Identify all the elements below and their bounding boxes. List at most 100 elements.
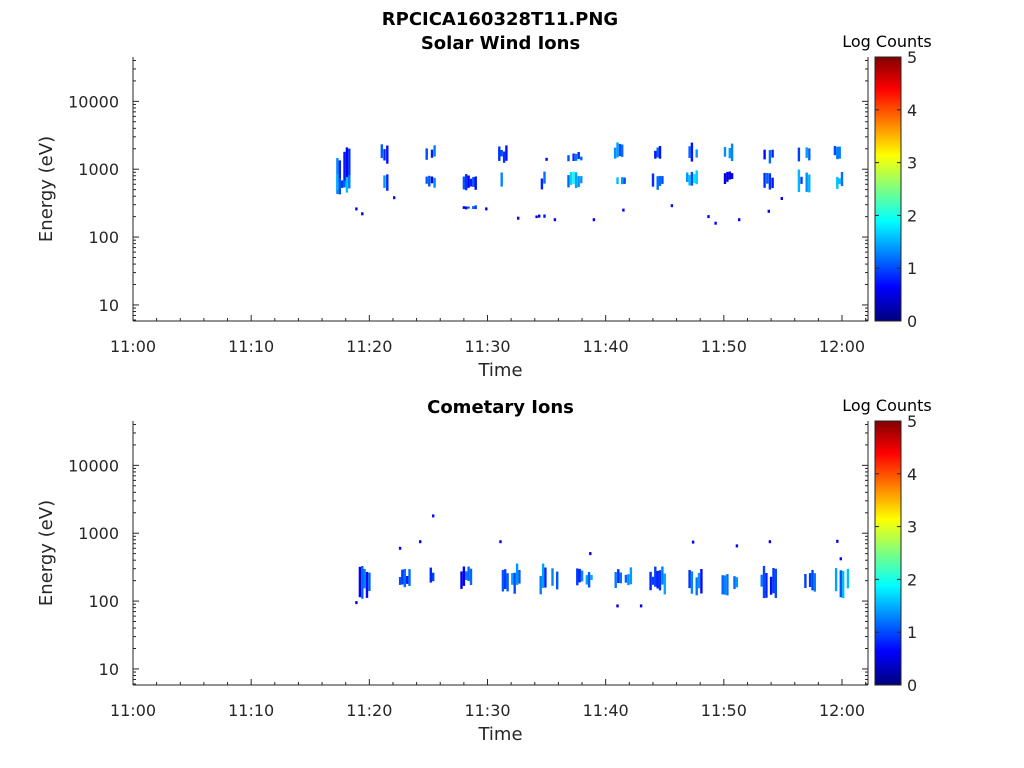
colorbar-tick-label: 2	[907, 570, 917, 589]
data-cell	[386, 174, 389, 191]
colorbar-step	[875, 492, 901, 496]
colorbar-step	[875, 219, 901, 223]
y-axis-label: Energy (eV)	[36, 500, 57, 606]
colorbar-step	[875, 531, 901, 535]
colorbar-step	[875, 256, 901, 260]
colorbar-step	[875, 184, 901, 188]
data-cell	[697, 572, 701, 589]
data-cell	[577, 176, 580, 188]
colorbar-step	[875, 281, 901, 285]
colorbar-step	[875, 207, 901, 211]
data-cell	[467, 566, 470, 581]
data-cell	[654, 566, 657, 587]
colorbar-step	[875, 558, 901, 562]
data-cell	[383, 175, 386, 188]
data-cell	[771, 149, 774, 158]
colorbar-step	[875, 476, 901, 480]
data-cell	[502, 151, 506, 163]
colorbar-step	[875, 544, 901, 548]
colorbar-step	[875, 114, 901, 118]
data-cell	[432, 572, 435, 582]
colorbar-step	[875, 190, 901, 194]
data-cell	[769, 576, 773, 595]
colorbar-step	[875, 106, 901, 109]
colorbar-step	[875, 200, 901, 204]
colorbar-step	[875, 271, 901, 274]
data-cell	[576, 568, 579, 586]
colorbar-step	[875, 453, 901, 457]
data-cell	[690, 171, 694, 186]
data-cell	[836, 146, 839, 160]
colorbar-step	[875, 104, 901, 107]
x-tick-label: 11:50	[701, 701, 747, 720]
data-cell	[556, 571, 559, 590]
colorbar-step	[875, 95, 901, 99]
data-cell	[839, 570, 842, 598]
colorbar-step	[875, 161, 901, 165]
data-cell	[469, 178, 473, 187]
data-cell	[780, 197, 783, 200]
colorbar-step	[875, 478, 901, 482]
colorbar-step	[875, 269, 901, 272]
data-cell	[433, 145, 436, 157]
colorbar-tick-label: 3	[907, 518, 917, 537]
colorbar-step	[875, 134, 901, 138]
colorbar-step	[875, 653, 901, 657]
colorbar-step	[875, 463, 901, 467]
x-tick-label: 11:30	[464, 701, 510, 720]
colorbar-step	[875, 275, 901, 279]
x-tick-label: 11:00	[110, 701, 156, 720]
colorbar-frame	[874, 420, 902, 686]
data-cell	[842, 570, 845, 599]
colorbar-step	[875, 552, 901, 556]
data-cell	[670, 204, 674, 208]
y-tick-label: 100	[88, 228, 119, 247]
colorbar-tick-label: 0	[907, 676, 917, 695]
data-cell	[690, 142, 694, 162]
colorbar-step	[875, 264, 901, 268]
data-cell	[686, 172, 689, 182]
colorbar-step	[875, 211, 901, 215]
data-cell	[348, 148, 351, 184]
colorbar-step	[875, 589, 901, 593]
colorbar-step	[875, 252, 901, 256]
y-tick-label: 10	[99, 296, 119, 315]
colorbar-step	[875, 626, 901, 630]
colorbar-step	[875, 283, 901, 287]
colorbar-step	[875, 678, 901, 682]
colorbar-tick-label: 2	[907, 206, 917, 225]
colorbar-step	[875, 316, 901, 320]
colorbar-step	[875, 618, 901, 622]
colorbar-step	[875, 101, 901, 105]
colorbar-step	[875, 174, 901, 178]
data-cell	[658, 570, 662, 591]
data-cell	[811, 569, 814, 591]
data-cell	[428, 175, 431, 187]
data-cell	[506, 573, 509, 592]
colorbar-step	[875, 639, 901, 643]
data-cell	[721, 575, 724, 595]
colorbar-step	[875, 645, 901, 649]
colorbar-step	[875, 447, 901, 451]
colorbar-step	[875, 167, 901, 171]
data-cell	[569, 172, 573, 185]
colorbar-step	[875, 225, 901, 229]
colorbar-step	[875, 571, 901, 575]
colorbar-step	[875, 203, 901, 206]
x-axis-label: Time	[477, 360, 522, 381]
data-cell	[580, 176, 583, 184]
x-tick-label: 11:10	[228, 701, 274, 720]
colorbar-step	[875, 657, 901, 661]
colorbar-step	[875, 89, 901, 93]
data-cell	[465, 206, 468, 210]
data-cell	[504, 569, 507, 589]
data-cell	[617, 569, 620, 583]
colorbar-step	[875, 595, 901, 599]
colorbar-step	[875, 110, 901, 114]
colorbar-step	[875, 608, 901, 612]
colorbar-step	[875, 250, 901, 254]
colorbar-step	[875, 198, 901, 202]
colorbar-step	[875, 641, 901, 645]
panel-solar-wind-ions: Solar Wind Ions 11:00 11:10 11:20 11:30 11:40…	[36, 32, 932, 381]
